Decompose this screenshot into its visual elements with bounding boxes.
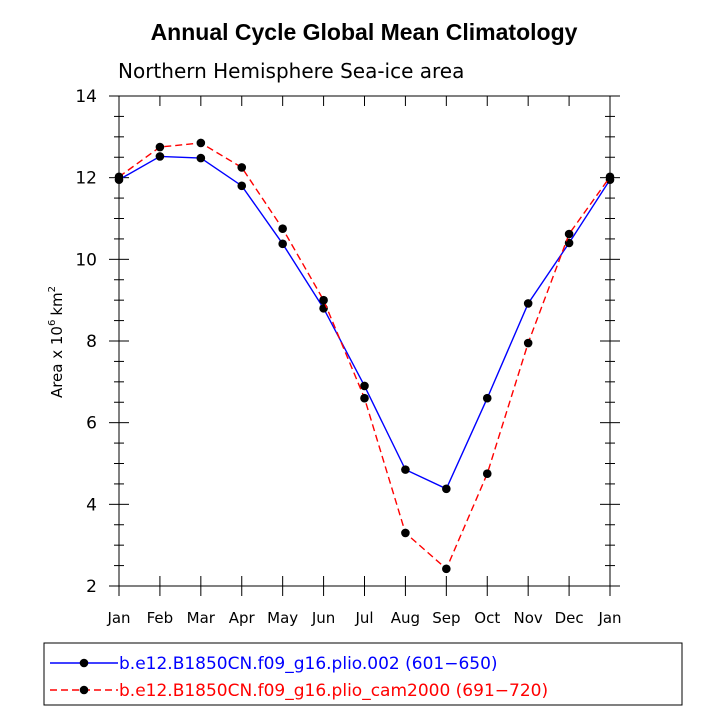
plot-frame — [118, 95, 611, 587]
x-tick-label: May — [267, 609, 298, 627]
legend-label: b.e12.B1850CN.f09_g16.plio_cam2000 (691−… — [119, 681, 548, 701]
legend-entry-1: b.e12.B1850CN.f09_g16.plio.002 (601−650) — [50, 654, 498, 674]
data-point — [442, 564, 451, 574]
data-point — [482, 469, 492, 479]
legend-entries: b.e12.B1850CN.f09_g16.plio.002 (601−650)… — [50, 654, 548, 701]
legend-marker — [79, 658, 89, 668]
data-point — [605, 172, 615, 182]
series-line — [118, 142, 611, 571]
data-point — [401, 528, 410, 538]
data-point — [319, 295, 328, 305]
y-axis-label-prefix: Area x 10 — [48, 326, 66, 398]
data-point — [564, 238, 574, 248]
x-tick-label: Jun — [311, 609, 335, 627]
legend — [43, 642, 683, 706]
data-point — [360, 393, 369, 403]
series-2 — [114, 138, 615, 574]
data-point — [155, 142, 165, 152]
svg-text:Area x 106km2: Area x 106 km2 — [47, 286, 66, 398]
x-tick-label: Apr — [229, 609, 256, 627]
axes: Jan Feb Mar Apr May Jun Jul Aug Sep Oct Nov Dec Jan 2… — [75, 87, 621, 627]
x-tick-label: Feb — [147, 609, 174, 627]
data-point — [360, 381, 369, 391]
y-tick-label: 4 — [86, 495, 97, 515]
data-point — [523, 338, 533, 348]
x-tick-label: Sep — [432, 609, 460, 627]
x-tick-label: Dec — [555, 609, 584, 627]
x-tick-label: Jan — [597, 609, 621, 627]
x-tick-label: Aug — [391, 609, 420, 627]
x-tick-label: Jul — [354, 609, 373, 627]
data-point — [155, 152, 165, 161]
x-tick-label: Jan — [106, 609, 130, 627]
data-point — [196, 138, 206, 148]
y-tick-label: 6 — [86, 414, 97, 434]
data-point — [564, 229, 574, 239]
data-point — [523, 299, 533, 308]
data-point — [237, 163, 247, 172]
y-tick-label: 10 — [75, 250, 97, 270]
y-axis-label-exponent: 6 — [47, 320, 58, 326]
x-tick-label: Oct — [474, 609, 500, 627]
data-point — [442, 484, 451, 494]
y-tick-label: 2 — [86, 577, 97, 597]
series-1 — [114, 152, 615, 494]
y-axis-label: Area x 106 km2 — [47, 286, 66, 398]
y-axis-label-unit: km — [48, 292, 66, 315]
data-point — [278, 224, 287, 234]
x-tick-label: Nov — [514, 609, 543, 627]
legend-entry-2: b.e12.B1850CN.f09_g16.plio_cam2000 (691−… — [50, 681, 548, 701]
y-tick-label: 8 — [86, 332, 97, 352]
legend-marker — [79, 685, 89, 695]
data-point — [482, 393, 492, 403]
data-point — [319, 304, 328, 313]
y-axis-label-unit-exponent: 2 — [47, 286, 58, 292]
data-point — [237, 181, 247, 191]
x-tick-label: Mar — [187, 609, 216, 627]
data-point — [114, 172, 124, 182]
legend-label: b.e12.B1850CN.f09_g16.plio.002 (601−650) — [119, 654, 498, 674]
data-point — [401, 465, 410, 474]
chart-title: Annual Cycle Global Mean Climatology — [151, 19, 578, 45]
y-tick-label: 14 — [75, 87, 97, 107]
data-point — [278, 239, 287, 249]
data-point — [196, 153, 206, 163]
series-layer — [114, 138, 615, 574]
chart-subtitle: Northern Hemisphere Sea-ice area — [118, 59, 464, 83]
y-tick-label: 12 — [75, 169, 97, 189]
